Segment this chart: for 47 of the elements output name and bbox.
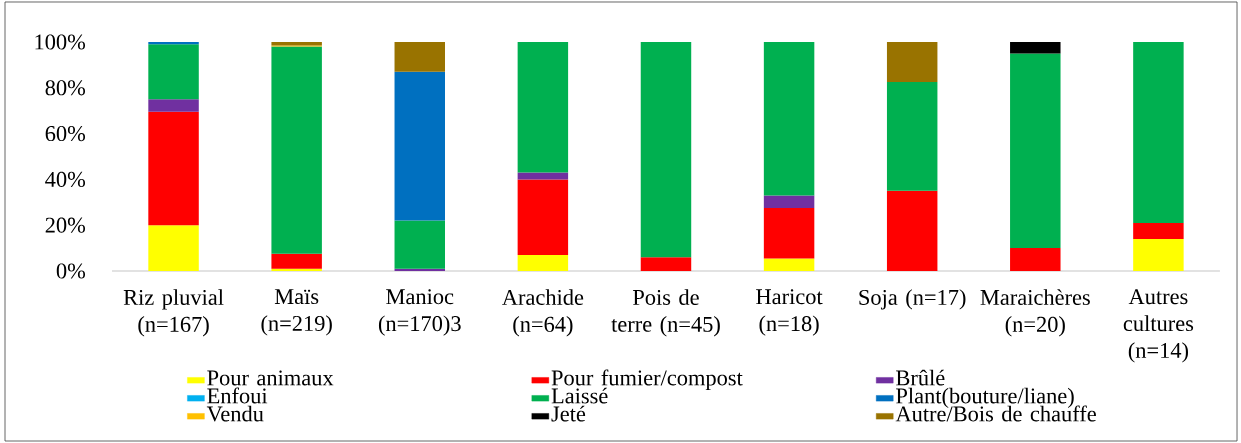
x-tick-label: Autres cultures (n=14) (1123, 289, 1194, 363)
bar (763, 42, 815, 196)
bar (394, 220, 445, 269)
x-tick-label: Maraichères (n=20) (980, 289, 1090, 337)
bar (763, 258, 815, 271)
y-tick-label: 100% (35, 34, 86, 50)
legend-label: Jeté (551, 405, 586, 422)
bar (640, 42, 692, 258)
bar (394, 42, 445, 72)
bar (1133, 222, 1184, 239)
bar (517, 254, 569, 271)
x-tick-label: Pois de terre (n=45) (611, 289, 720, 337)
bar (1010, 53, 1061, 249)
x-tick-label: Riz pluvial (n=167) (123, 289, 224, 337)
x-tick-label: Maïs (n=219) (261, 289, 332, 336)
bar (148, 111, 199, 226)
bar (271, 253, 322, 269)
bar (517, 179, 569, 255)
bar (1010, 42, 1061, 54)
y-tick-label: 80% (45, 80, 86, 96)
bar (517, 42, 569, 173)
y-tick-label: 0% (56, 263, 86, 279)
x-tick-label: Arachide (n=64) (502, 289, 584, 337)
bar (763, 208, 815, 259)
x-tick-label: Haricot (n=18) (756, 289, 823, 336)
bar (394, 71, 445, 221)
x-tick-label: Soja (n=17) (859, 289, 966, 310)
bar (1133, 42, 1184, 223)
bar (148, 225, 199, 271)
y-tick-label: 20% (45, 217, 86, 233)
bar (1010, 248, 1061, 271)
legend-label: Brûlé (896, 369, 945, 386)
bar (640, 257, 692, 271)
bar (271, 46, 322, 254)
bar (886, 82, 938, 191)
legend-label: Enfoui (207, 387, 268, 404)
y-tick-label: 60% (45, 126, 86, 142)
legend-label: Vendu (206, 405, 264, 422)
bar (148, 44, 199, 100)
bar (886, 42, 938, 83)
bar (1133, 238, 1184, 271)
bar (148, 99, 199, 112)
x-tick-label: Manioc (n=170)3 (378, 289, 461, 336)
y-tick-label: 40% (45, 171, 86, 187)
bar (886, 190, 938, 271)
bar (763, 195, 815, 209)
legend-label: Pour animaux (207, 370, 334, 386)
